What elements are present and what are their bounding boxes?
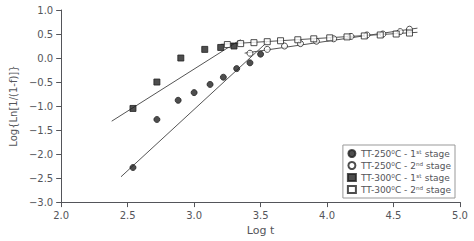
svg-text:−0.5: −0.5 — [29, 77, 53, 88]
svg-text:3.5: 3.5 — [253, 210, 269, 221]
svg-text:TT-250⁰C - 1ˢᵗ stage: TT-250⁰C - 1ˢᵗ stage — [360, 149, 450, 159]
svg-text:−3.0: −3.0 — [29, 197, 53, 208]
svg-text:Log{Ln[1/(1-f)]}: Log{Ln[1/(1-f)]} — [8, 65, 19, 146]
svg-text:TT-300⁰C - 2ⁿᵈ stage: TT-300⁰C - 2ⁿᵈ stage — [360, 185, 452, 195]
svg-text:−1.0: −1.0 — [29, 101, 53, 112]
svg-text:1.0: 1.0 — [37, 5, 53, 16]
svg-text:−2.0: −2.0 — [29, 149, 53, 160]
svg-text:3.0: 3.0 — [186, 210, 202, 221]
svg-text:Log t: Log t — [247, 224, 275, 237]
svg-text:2.0: 2.0 — [53, 210, 69, 221]
svg-text:4.0: 4.0 — [319, 210, 335, 221]
svg-text:−2.5: −2.5 — [29, 173, 53, 184]
svg-text:2.5: 2.5 — [120, 210, 136, 221]
svg-text:4.5: 4.5 — [386, 210, 402, 221]
svg-text:5.0: 5.0 — [452, 210, 468, 221]
svg-text:TT-300⁰C - 1ˢᵗ stage: TT-300⁰C - 1ˢᵗ stage — [360, 173, 450, 183]
svg-text:0.5: 0.5 — [37, 29, 53, 40]
svg-text:TT-250⁰C - 2ⁿᵈ stage: TT-250⁰C - 2ⁿᵈ stage — [360, 161, 452, 171]
svg-text:−1.5: −1.5 — [29, 125, 53, 136]
svg-text:0.0: 0.0 — [37, 53, 53, 64]
